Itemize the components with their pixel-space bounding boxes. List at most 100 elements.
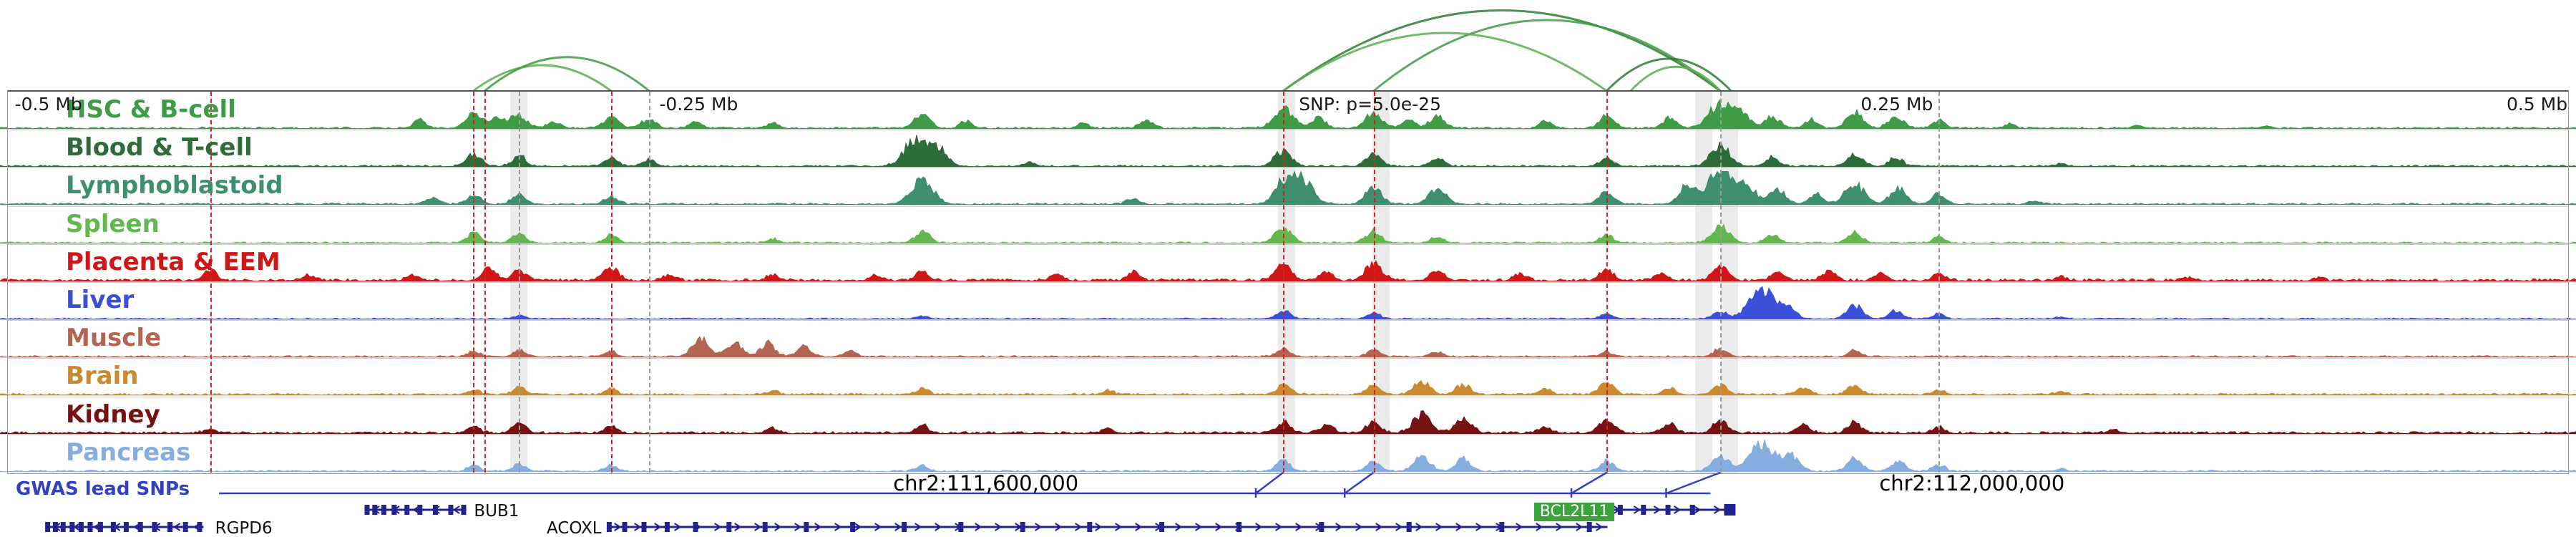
gene-bcl2l11[interactable]	[1607, 504, 1736, 516]
gene-label-bub1[interactable]: BUB1	[474, 502, 519, 521]
strand-arrow-icon	[1355, 523, 1363, 531]
track-label-lymphoblastoid[interactable]: Lymphoblastoid	[66, 171, 283, 200]
exon-block	[1020, 522, 1025, 532]
snp-red-dashed-line	[610, 92, 613, 473]
strand-arrow-icon	[452, 505, 460, 514]
strand-arrow-icon	[814, 523, 822, 531]
exon-block	[850, 522, 856, 532]
track-label-liver[interactable]: Liver	[66, 286, 135, 314]
interaction-arc	[472, 64, 612, 92]
strand-arrow-icon	[854, 523, 862, 531]
strand-arrow-icon	[1375, 523, 1383, 531]
gwas-lead-snps-track[interactable]	[0, 467, 2576, 503]
gwas-lead-snps-label: GWAS lead SNPs	[16, 478, 190, 500]
exon-block	[391, 505, 397, 515]
gwas-connector-line	[1344, 471, 1375, 495]
track-label-placenta-eem[interactable]: Placenta & EEM	[66, 247, 280, 276]
strand-arrow-icon	[1475, 523, 1483, 531]
gene-acoxl[interactable]	[606, 522, 1608, 532]
gene-label-acoxl[interactable]: ACOXL	[547, 519, 602, 537]
exon-block	[1159, 522, 1165, 532]
ruler-tick-label: 0.5 Mb	[2506, 94, 2568, 115]
strand-arrow-icon	[1275, 523, 1283, 531]
strand-arrow-icon	[894, 523, 902, 531]
gene-end-block	[1724, 504, 1736, 516]
gene-label-rgpd6[interactable]: RGPD6	[215, 519, 273, 537]
exon-block	[1641, 505, 1646, 515]
strand-arrow-icon	[1576, 523, 1584, 531]
gray-dashed-gridline	[1938, 92, 1941, 473]
gene-label-bcl2l11[interactable]: BCL2L11	[1533, 503, 1615, 521]
signal-track-liver[interactable]	[0, 282, 2576, 321]
ruler-tick-label: -0.5 Mb	[14, 94, 82, 115]
exon-block	[804, 522, 809, 532]
strand-arrow-icon	[714, 523, 722, 531]
track-label-pancreas[interactable]: Pancreas	[66, 437, 191, 467]
track-label-brain[interactable]: Brain	[66, 362, 139, 391]
strand-arrow-icon	[654, 523, 662, 531]
exon-block	[1236, 522, 1242, 532]
signal-track-lymphoblastoid[interactable]	[0, 168, 2576, 206]
exon-block	[1586, 522, 1592, 532]
track-label-hsc-b-cell[interactable]: HSC & B-cell	[66, 95, 236, 124]
interaction-arcs-layer	[472, 9, 1732, 92]
exon-block	[137, 522, 143, 532]
gene-track[interactable]	[0, 500, 2576, 537]
exon-block	[664, 522, 670, 532]
exon-block	[152, 522, 157, 532]
interaction-arc	[1372, 19, 1722, 92]
track-separator	[7, 205, 2569, 207]
strand-arrow-icon	[1255, 523, 1263, 531]
gene-rgpd6[interactable]	[45, 522, 204, 532]
exon-block	[404, 505, 410, 515]
strand-arrow-icon	[995, 523, 1002, 531]
signal-track-brain[interactable]	[0, 358, 2576, 397]
interaction-arc	[1282, 32, 1608, 92]
signal-track-placenta-eem[interactable]	[0, 244, 2576, 283]
snp-red-dashed-line	[473, 92, 475, 473]
signal-track-hsc-b-cell[interactable]	[0, 92, 2576, 130]
interaction-arc	[484, 56, 650, 92]
track-separator	[7, 320, 2569, 321]
gray-dashed-gridline	[1720, 92, 1722, 473]
exon-block	[1087, 522, 1093, 532]
strand-arrow-icon	[1713, 505, 1722, 514]
signal-track-pancreas[interactable]	[0, 435, 2576, 473]
strand-arrow-icon	[935, 523, 942, 531]
strand-arrow-icon	[754, 523, 762, 531]
snp-red-dashed-line	[1283, 92, 1285, 473]
exon-block	[1689, 505, 1695, 515]
snp-red-dashed-line	[1373, 92, 1375, 473]
signal-track-muscle[interactable]	[0, 320, 2576, 359]
strand-arrow-icon	[172, 523, 181, 531]
exon-block	[432, 505, 438, 515]
track-label-muscle[interactable]: Muscle	[66, 324, 162, 353]
strand-arrow-icon	[1215, 523, 1223, 531]
strand-arrow-icon	[1115, 523, 1123, 531]
exon-block	[182, 522, 188, 532]
strand-arrow-icon	[834, 523, 842, 531]
exon-block	[417, 505, 423, 515]
exon-block	[69, 522, 75, 532]
signal-track-kidney[interactable]	[0, 397, 2576, 435]
strand-arrow-icon	[1095, 523, 1103, 531]
exon-block	[381, 505, 386, 515]
strand-arrow-icon	[1536, 523, 1543, 531]
snp-red-dashed-line	[484, 92, 487, 473]
track-label-kidney[interactable]: Kidney	[66, 400, 160, 429]
signal-track-blood-t-cell[interactable]	[0, 130, 2576, 168]
exon-block	[606, 522, 612, 532]
track-label-spleen[interactable]: Spleen	[66, 209, 160, 238]
exon-block	[1617, 505, 1623, 515]
strand-arrow-icon	[634, 523, 642, 531]
strand-arrow-icon	[1335, 523, 1343, 531]
strand-arrow-icon	[674, 523, 682, 531]
snp-annotation: SNP: p=5.0e-25	[1299, 94, 1441, 115]
gwas-connector-line	[1255, 472, 1284, 494]
signal-track-spleen[interactable]	[0, 206, 2576, 245]
gene-bub1[interactable]	[364, 505, 467, 515]
strand-arrow-icon	[1195, 523, 1203, 531]
track-label-blood-t-cell[interactable]: Blood & T-cell	[66, 133, 253, 163]
exon-block	[372, 505, 378, 515]
